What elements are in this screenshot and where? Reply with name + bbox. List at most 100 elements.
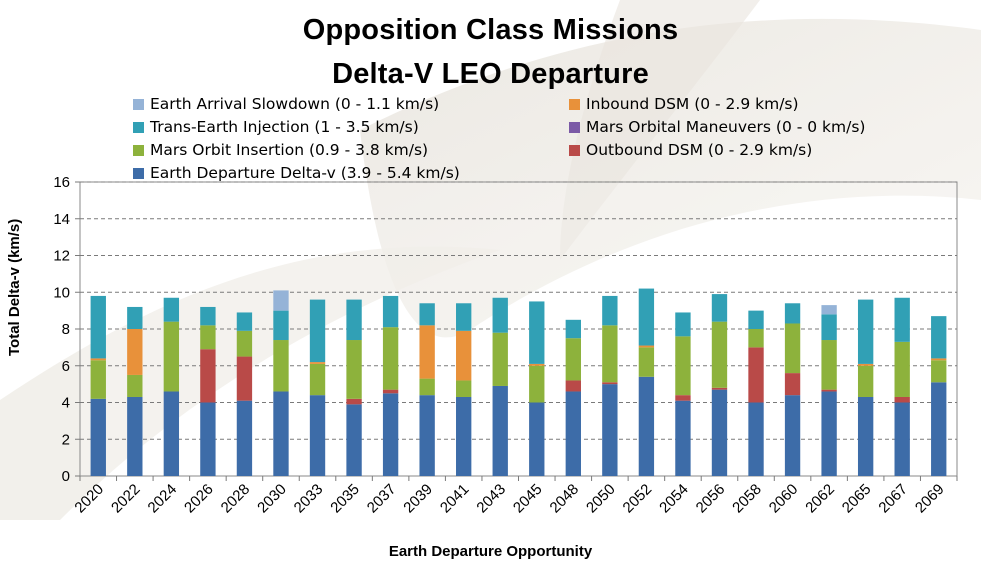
x-tick-label: 2054: [656, 481, 692, 517]
legend-label: Inbound DSM (0 - 2.9 km/s): [586, 95, 799, 113]
bar-segment: [200, 402, 216, 476]
x-tick-label: 2039: [400, 481, 436, 517]
bar-segment: [382, 295, 399, 328]
legend-swatch: [569, 99, 580, 110]
x-tick-label: 2056: [693, 481, 729, 517]
bar-segment: [711, 389, 728, 476]
bar-segment: [857, 363, 874, 366]
bar-segment: [675, 395, 691, 401]
bar-segment: [127, 396, 143, 476]
bar-segment: [200, 349, 216, 403]
x-tick-label: 2058: [729, 481, 765, 517]
bar-segment: [748, 310, 764, 329]
bar-segment: [894, 396, 910, 403]
legend-swatch: [133, 122, 144, 133]
bar-segment: [273, 310, 289, 341]
bar-segment: [90, 398, 106, 476]
bar-segment: [90, 295, 106, 359]
bar-segment: [163, 321, 180, 392]
bar-segment: [675, 336, 691, 396]
legend-swatch: [133, 168, 144, 179]
bar-segment: [309, 363, 326, 396]
bar-segment: [675, 312, 691, 337]
legend-item-mars-orbit-insertion: Mars Orbit Insertion (0.9 - 3.8 km/s): [133, 141, 428, 159]
legend-label: Outbound DSM (0 - 2.9 km/s): [586, 141, 813, 159]
x-tick-label: 2020: [71, 481, 107, 517]
bar-segment: [821, 314, 837, 341]
legend-swatch: [569, 122, 580, 133]
x-tick-label: 2052: [620, 481, 656, 517]
bar-segment: [419, 395, 435, 476]
bar-segment: [565, 338, 581, 381]
y-tick-label: 4: [62, 395, 70, 412]
x-tick-label: 2069: [912, 481, 948, 517]
bar-segment: [857, 365, 874, 397]
bar-segment: [894, 402, 910, 476]
x-tick-label: 2041: [437, 481, 473, 517]
bar-segment: [784, 303, 801, 324]
x-tick-label: 2060: [766, 481, 802, 517]
bar-segment: [675, 400, 691, 476]
x-tick-label: 2062: [802, 481, 838, 517]
x-tick-label: 2067: [875, 481, 911, 517]
bar-segment: [200, 325, 216, 350]
bar-segment: [273, 340, 289, 392]
x-tick-label: 2048: [547, 481, 583, 517]
bar-segment: [565, 391, 581, 476]
bar-segment: [748, 402, 764, 476]
chart-title-line-1: Opposition Class Missions: [302, 14, 679, 46]
bar-segment: [382, 389, 399, 394]
bar-segment: [931, 360, 947, 383]
bar-segment: [529, 365, 545, 403]
bar-segment: [346, 340, 362, 399]
bar-segment: [273, 391, 289, 476]
bar-segment: [127, 374, 143, 397]
legend-label: Trans-Earth Injection (1 - 3.5 km/s): [150, 118, 419, 136]
legend-item-inbound-dsm: Inbound DSM (0 - 2.9 km/s): [569, 95, 799, 113]
bar-segment: [346, 404, 362, 476]
bar-segment: [236, 356, 253, 401]
legend-label: Earth Arrival Slowdown (0 - 1.1 km/s): [150, 95, 440, 113]
legend-item-earth-departure: Earth Departure Delta-v (3.9 - 5.4 km/s): [133, 164, 460, 182]
bar-segment: [309, 395, 326, 476]
bar-segment: [346, 299, 362, 341]
bar-segment: [748, 329, 764, 348]
x-tick-label: 2037: [364, 481, 400, 517]
bar-segment: [309, 362, 326, 364]
bar-segment: [638, 288, 655, 346]
bar-segment: [163, 297, 180, 322]
bar-segment: [748, 347, 764, 403]
bar-segment: [419, 378, 435, 396]
x-tick-label: 2030: [254, 481, 290, 517]
legend-swatch: [133, 145, 144, 156]
bar-segment: [236, 312, 253, 331]
bar-segment: [857, 396, 874, 476]
legend-label: Mars Orbit Insertion (0.9 - 3.8 km/s): [150, 141, 429, 159]
x-tick-label: 2022: [108, 481, 144, 517]
bar-segment: [200, 306, 216, 326]
bar-segment: [127, 329, 143, 375]
bar-segment: [602, 325, 618, 383]
bar-segment: [382, 327, 399, 390]
y-tick-label: 8: [62, 321, 70, 338]
x-tick-label: 2043: [473, 481, 509, 517]
bar-segment: [821, 340, 837, 390]
y-tick-label: 2: [62, 431, 70, 448]
bar-segment: [894, 297, 910, 342]
bar-segment: [821, 389, 837, 392]
bar-segment: [821, 391, 837, 476]
bar-segment: [90, 358, 106, 361]
bar-segment: [931, 358, 947, 361]
bar-segment: [456, 396, 472, 476]
chart-title-line-2: Delta-V LEO Departure: [332, 58, 649, 90]
x-axis-label: Earth Departure Opportunity: [388, 543, 593, 560]
y-tick-label: 0: [62, 468, 70, 485]
y-tick-label: 16: [53, 174, 70, 191]
bar-segment: [931, 382, 947, 476]
bar-segment: [602, 295, 618, 326]
bar-segment: [456, 303, 472, 331]
legend-item-trans-earth: Trans-Earth Injection (1 - 3.5 km/s): [133, 118, 419, 136]
legend-label: Earth Departure Delta-v (3.9 - 5.4 km/s): [150, 164, 460, 182]
bar-segment: [894, 341, 910, 397]
x-tick-label: 2028: [218, 481, 254, 517]
